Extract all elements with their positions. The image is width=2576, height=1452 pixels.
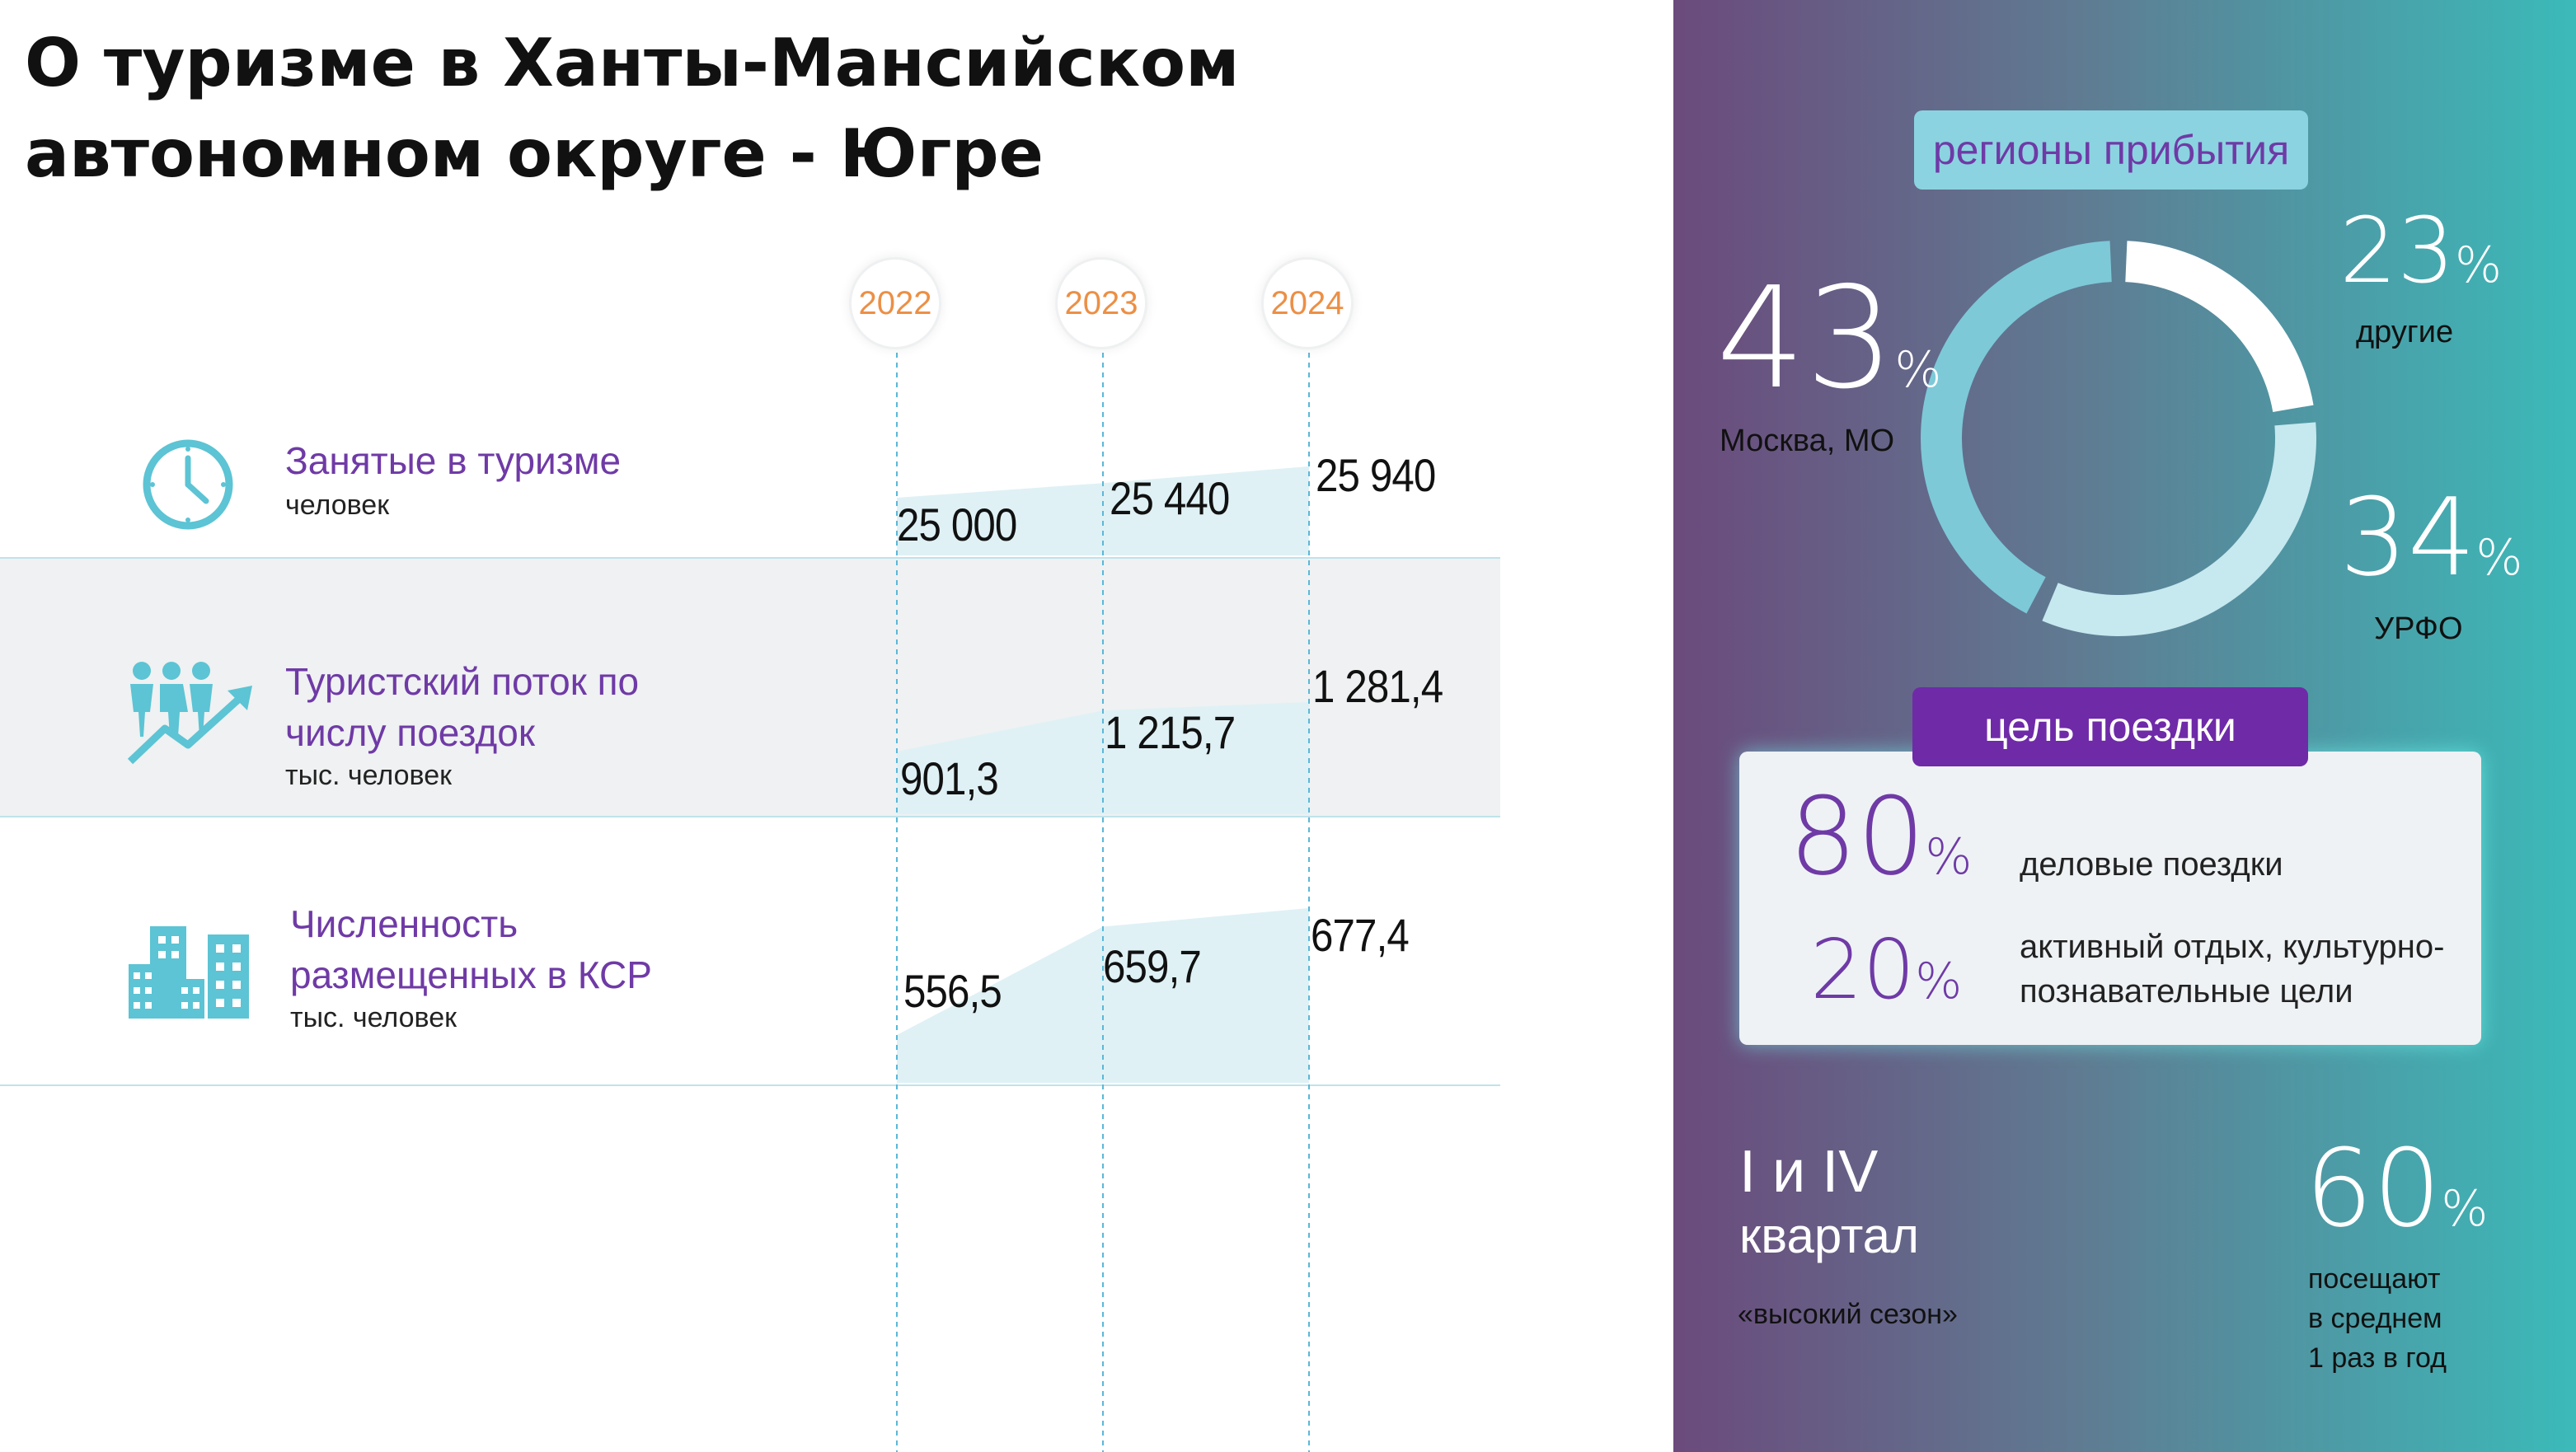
regions-moscow-label: Москва, МО — [1720, 424, 1895, 458]
value-label: 677,4 — [1311, 909, 1410, 961]
regions-moscow-value: 43% — [1716, 257, 1942, 420]
regions-heading: регионы прибытия — [1914, 110, 2308, 190]
regions-donut-chart — [1921, 241, 2316, 636]
row-unit-flow: тыс. человек — [285, 760, 452, 791]
value-label: 25 940 — [1316, 449, 1436, 501]
row-unit-ksr: тыс. человек — [290, 1002, 457, 1033]
row-divider — [0, 816, 1500, 817]
year-2022: 2022 — [849, 257, 941, 349]
regions-other-value: 23% — [2339, 198, 2502, 303]
row-title-ksr: Численность размещенных в КСР — [290, 902, 652, 996]
goal-business-label: деловые поездки — [2020, 846, 2283, 883]
row-title-employed: Занятые в туризме — [285, 439, 622, 482]
goal-business-value: 80% — [1789, 774, 1973, 899]
goal-card — [1739, 752, 2481, 1045]
visit-caption: посещают в среднем 1 раз в год — [2308, 1263, 2447, 1374]
value-label: 25 000 — [897, 499, 1017, 550]
buildings-icon — [129, 926, 249, 1019]
donut-slice-0 — [1921, 241, 2112, 614]
goal-heading: цель поездки — [1912, 687, 2308, 766]
value-label: 1 215,7 — [1105, 706, 1236, 758]
visit-value: 60% — [2305, 1126, 2489, 1251]
season-caption: «высокий сезон» — [1738, 1299, 1958, 1330]
regions-other-label: другие — [2356, 315, 2454, 349]
goal-leisure-label: активный отдых, культурно-познавательные… — [2020, 929, 2445, 1009]
value-label: 25 440 — [1110, 472, 1230, 524]
value-label: 1 281,4 — [1312, 660, 1443, 712]
year-2023: 2023 — [1055, 257, 1147, 349]
value-label: 659,7 — [1103, 940, 1202, 992]
row-title-flow: Туристский поток по числу поездок — [285, 660, 640, 754]
page-title: О туризме в Ханты-Мансийском автономном … — [25, 25, 1240, 192]
metrics-chart — [896, 353, 1310, 1452]
people-growth-icon — [127, 662, 252, 765]
clock-icon — [143, 439, 233, 530]
value-label: 901,3 — [900, 752, 999, 804]
row-divider — [0, 1084, 1500, 1086]
value-label: 556,5 — [903, 965, 1002, 1017]
regions-urfo-label: УРФО — [2374, 611, 2463, 646]
row-divider — [0, 557, 1500, 559]
row-unit-employed: человек — [285, 489, 390, 521]
season-quarter-word: квартал — [1739, 1208, 1920, 1263]
season-quarters: I и IV — [1739, 1139, 1879, 1205]
donut-slice-1 — [2125, 241, 2314, 412]
donut-slice-2 — [2042, 422, 2316, 636]
goal-leisure-value: 20% — [1810, 921, 1963, 1018]
regions-urfo-value: 34% — [2339, 475, 2523, 600]
year-2024: 2024 — [1261, 257, 1354, 349]
